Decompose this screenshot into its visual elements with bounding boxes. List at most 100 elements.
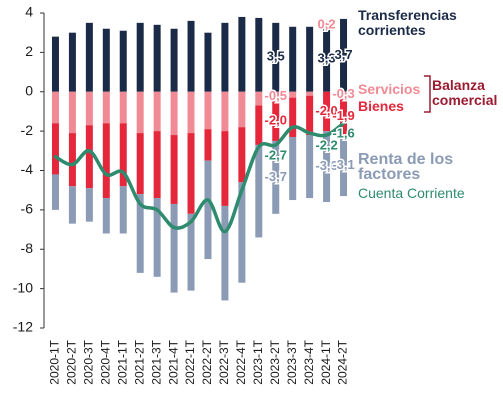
bar bbox=[323, 91, 331, 132]
bar bbox=[119, 123, 127, 187]
bar bbox=[238, 16, 246, 92]
bar bbox=[255, 144, 263, 238]
bar bbox=[119, 186, 127, 234]
bar bbox=[306, 135, 314, 199]
bar bbox=[153, 91, 161, 132]
bar bbox=[136, 22, 144, 92]
bar bbox=[187, 133, 195, 214]
bar bbox=[187, 213, 195, 291]
y-tick-label: -10 bbox=[13, 279, 33, 295]
bar bbox=[306, 26, 314, 92]
data-label: -2,0 bbox=[315, 103, 337, 118]
bar bbox=[238, 127, 246, 183]
data-label: -2,7 bbox=[265, 147, 287, 162]
data-label: -0,3 bbox=[332, 86, 354, 101]
bar bbox=[340, 135, 348, 197]
x-tick-label: 2023-2T bbox=[268, 339, 282, 384]
bar bbox=[85, 22, 93, 92]
x-tick-label: 2020-4T bbox=[98, 339, 112, 384]
x-tick-label: 2022-1T bbox=[183, 339, 197, 384]
legend-label: Bienes bbox=[358, 98, 404, 114]
data-label: -1,9 bbox=[332, 108, 354, 123]
bar bbox=[272, 101, 280, 141]
bar bbox=[153, 24, 161, 92]
bar bbox=[85, 91, 93, 126]
x-tick-label: 2020-1T bbox=[48, 339, 62, 384]
bar bbox=[221, 131, 229, 206]
x-tick-label: 2024-1T bbox=[319, 339, 333, 384]
y-tick-label: -6 bbox=[21, 201, 34, 217]
x-tick-label: 2021-3T bbox=[149, 339, 163, 384]
x-tick-label: 2021-2T bbox=[132, 339, 146, 384]
bar bbox=[221, 22, 229, 92]
bar bbox=[289, 97, 297, 138]
bar bbox=[187, 20, 195, 92]
bar bbox=[51, 91, 59, 124]
bar bbox=[136, 194, 144, 273]
data-label: -3,6 bbox=[315, 158, 337, 173]
bar bbox=[306, 95, 314, 136]
data-label: -3,1 bbox=[332, 157, 354, 172]
bar bbox=[68, 186, 76, 224]
bar bbox=[153, 131, 161, 199]
x-tick-label: 2023-3T bbox=[285, 339, 299, 384]
x-tick-label: 2022-4T bbox=[234, 339, 248, 384]
y-tick-label: 0 bbox=[25, 82, 33, 98]
bar bbox=[136, 133, 144, 195]
bar bbox=[102, 123, 110, 199]
bar bbox=[323, 26, 331, 92]
bar bbox=[170, 135, 178, 204]
bar bbox=[238, 91, 246, 128]
bar bbox=[289, 26, 297, 92]
bar bbox=[255, 17, 263, 92]
bar bbox=[136, 91, 144, 134]
data-label: -2,2 bbox=[315, 138, 337, 153]
bar bbox=[85, 188, 93, 222]
bar bbox=[323, 131, 331, 202]
bar bbox=[102, 91, 110, 124]
x-tick-label: 2022-2T bbox=[200, 339, 214, 384]
legend-label: Servicios bbox=[358, 81, 421, 97]
bar bbox=[119, 30, 127, 92]
bar bbox=[221, 205, 229, 301]
bar bbox=[204, 32, 212, 92]
bar bbox=[68, 32, 76, 92]
bar bbox=[204, 91, 212, 130]
bar bbox=[289, 137, 297, 201]
bar bbox=[204, 160, 212, 260]
bar bbox=[68, 91, 76, 134]
x-tick-label: 2020-3T bbox=[82, 339, 96, 384]
y-tick-label: -8 bbox=[21, 240, 34, 256]
data-label: -3,7 bbox=[265, 169, 287, 184]
legend-label: Renta de los factores bbox=[358, 151, 454, 183]
bar bbox=[340, 18, 348, 92]
bar bbox=[51, 36, 59, 92]
bar bbox=[68, 133, 76, 187]
bar bbox=[272, 91, 280, 102]
bar bbox=[51, 174, 59, 210]
y-tick-label: -12 bbox=[13, 319, 33, 335]
bar bbox=[323, 22, 331, 27]
bar bbox=[221, 91, 229, 132]
x-tick-label: 2020-2T bbox=[65, 339, 79, 384]
bar bbox=[119, 91, 127, 124]
legend-label: Transferencias corrientes bbox=[358, 7, 457, 38]
data-label: -0,5 bbox=[265, 88, 287, 103]
bar bbox=[340, 97, 348, 136]
bar bbox=[102, 198, 110, 234]
bar bbox=[255, 105, 263, 145]
data-label: 3,3 bbox=[318, 51, 336, 66]
data-label: 3,7 bbox=[334, 47, 352, 62]
bar bbox=[85, 125, 93, 189]
bar bbox=[170, 28, 178, 92]
data-label: -1,6 bbox=[332, 126, 354, 141]
y-tick-label: -2 bbox=[21, 122, 34, 138]
y-tick-label: 2 bbox=[25, 43, 33, 59]
bar bbox=[102, 28, 110, 92]
bar bbox=[170, 91, 178, 136]
x-tick-label: 2022-3T bbox=[217, 339, 231, 384]
bar bbox=[170, 203, 178, 293]
bar bbox=[51, 123, 59, 175]
bar bbox=[272, 140, 280, 214]
